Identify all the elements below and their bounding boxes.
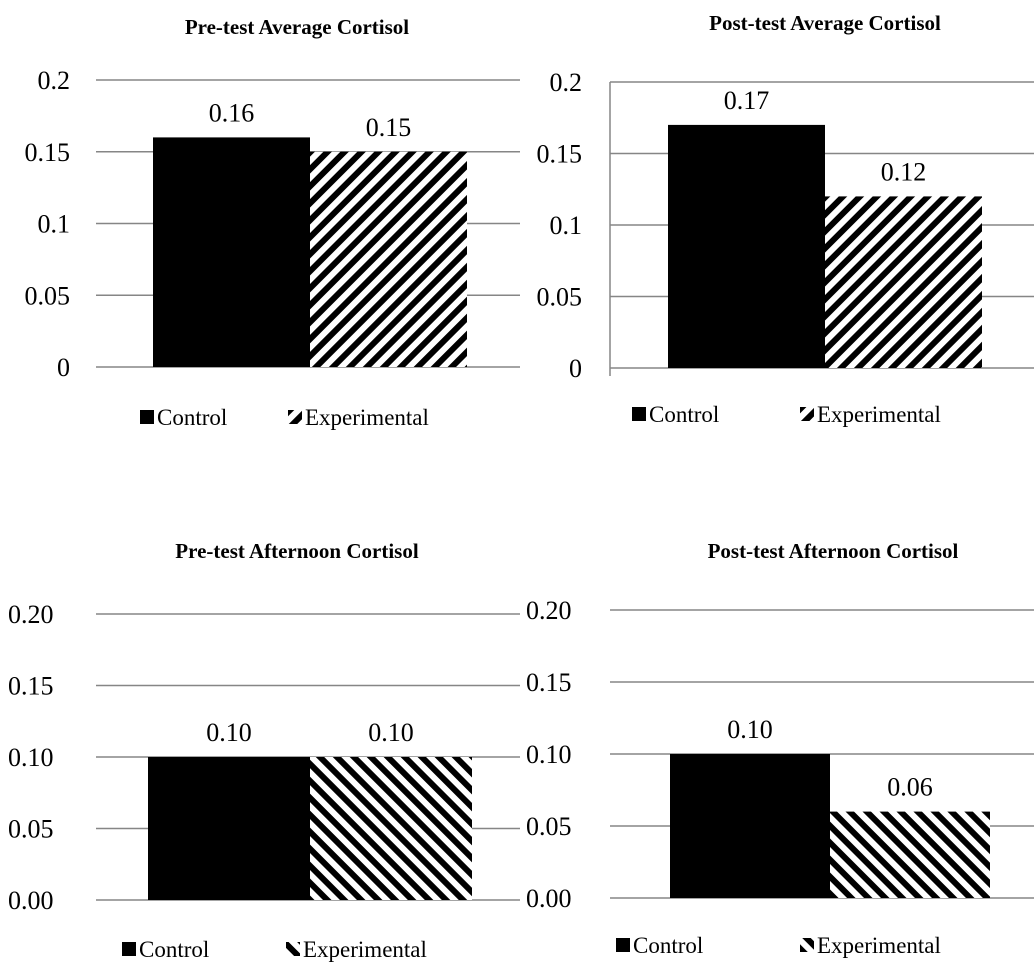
y-tick-label: 0.15: [537, 140, 583, 169]
bar-experimental: [310, 152, 467, 367]
chart-title: Post-test Afternoon Cortisol: [708, 539, 959, 563]
y-tick-label: 0.05: [526, 812, 572, 841]
legend-swatch: [800, 407, 814, 421]
chart-panel: Pre-test Afternoon Cortisol 0.00 0.05 0.10 0…: [8, 539, 520, 962]
y-tick-label: 0.00: [526, 884, 572, 913]
bar-control: [153, 137, 310, 367]
y-tick-label: 0: [57, 353, 70, 382]
y-tick-label: 0.05: [8, 815, 54, 844]
legend-label: Experimental: [303, 937, 427, 962]
bar-control: [670, 754, 830, 898]
legend-swatch: [288, 410, 302, 424]
legend-swatch: [632, 407, 646, 421]
legend-swatch: [286, 942, 300, 956]
data-label: 0.17: [724, 86, 770, 115]
chart-title: Post-test Average Cortisol: [709, 11, 941, 35]
data-label: 0.16: [209, 98, 255, 127]
bar-experimental: [310, 757, 472, 900]
legend-label: Control: [139, 937, 209, 962]
legend-label: Control: [157, 405, 227, 430]
y-tick-label: 0.15: [526, 668, 572, 697]
y-tick-label: 0.20: [526, 596, 572, 625]
data-label: 0.10: [368, 718, 414, 747]
legend-label: Experimental: [817, 933, 941, 958]
y-tick-label: 0.20: [8, 600, 54, 629]
legend-swatch: [800, 938, 814, 952]
legend-label: Experimental: [305, 405, 429, 430]
y-tick-label: 0.2: [550, 68, 583, 97]
y-tick-label: 0: [569, 354, 582, 383]
bar-experimental: [830, 812, 990, 898]
y-tick-label: 0.15: [8, 672, 54, 701]
chart-panel: Post-test Average Cortisol 0 0.05 0.1 0.15 0.…: [537, 11, 1034, 427]
legend-label: Experimental: [817, 402, 941, 427]
y-tick-label: 0.2: [38, 66, 71, 95]
chart-title: Pre-test Afternoon Cortisol: [175, 539, 419, 563]
bar-control: [668, 125, 825, 368]
legend-swatch: [122, 942, 136, 956]
y-tick-label: 0.1: [550, 211, 583, 240]
data-label: 0.15: [366, 113, 412, 142]
bar-control: [148, 757, 310, 900]
y-tick-label: 0.10: [526, 740, 572, 769]
legend-label: Control: [633, 933, 703, 958]
bar-experimental: [825, 196, 982, 368]
y-tick-label: 0.05: [25, 281, 71, 310]
y-tick-label: 0.00: [8, 886, 54, 915]
legend-label: Control: [649, 402, 719, 427]
y-tick-label: 0.10: [8, 743, 54, 772]
data-label: 0.10: [727, 715, 773, 744]
y-tick-label: 0.1: [38, 210, 71, 239]
y-tick-label: 0.05: [537, 283, 583, 312]
chart-panel: Pre-test Average Cortisol 0 0.05 0.1 0.15 0.2…: [25, 15, 521, 430]
data-label: 0.12: [881, 157, 927, 186]
legend-swatch: [140, 410, 154, 424]
data-label: 0.06: [887, 773, 933, 802]
legend-swatch: [616, 938, 630, 952]
chart-title: Pre-test Average Cortisol: [185, 15, 409, 39]
chart-panel: Post-test Afternoon Cortisol 0.00 0.05 0.10…: [526, 539, 1034, 958]
data-label: 0.10: [206, 718, 252, 747]
y-tick-label: 0.15: [25, 138, 71, 167]
